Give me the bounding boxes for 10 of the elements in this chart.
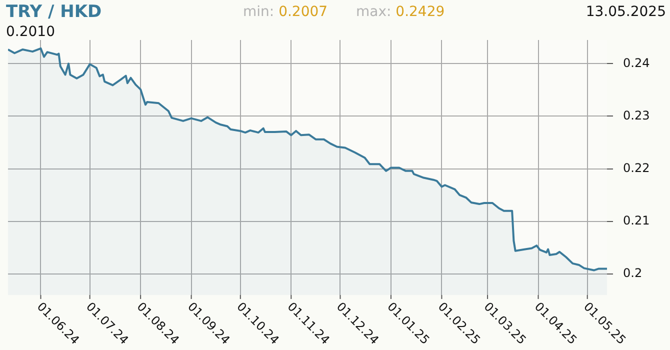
chart-title: TRY / HKD (6, 2, 102, 22)
text: min: 0.2007 (243, 4, 328, 20)
y-tick-label: 0.23 (623, 108, 650, 122)
y-tick-label: 0.21 (623, 214, 650, 228)
y-tick-label: 0.2 (623, 266, 642, 280)
annotation: 0.2010 (6, 24, 55, 40)
y-tick-label: 0.24 (623, 56, 650, 70)
text: max: 0.2429 (356, 4, 445, 20)
y-tick-label: 0.22 (623, 160, 650, 175)
text: 13.05.2025 (586, 4, 666, 20)
